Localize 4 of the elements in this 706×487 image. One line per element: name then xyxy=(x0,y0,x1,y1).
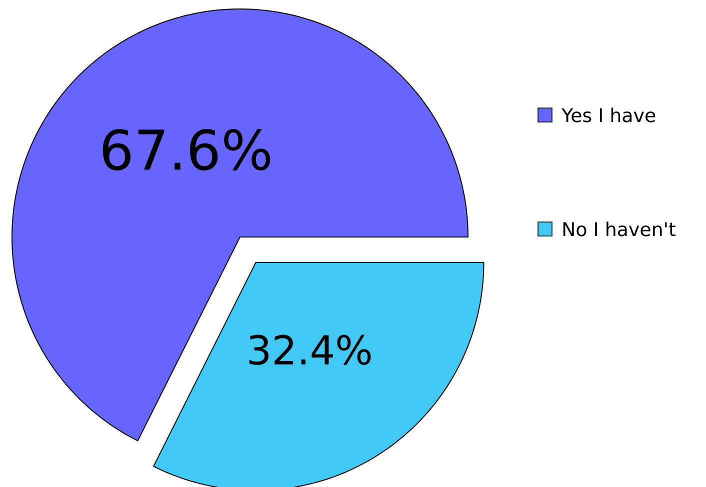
data-label: 67.6% xyxy=(102,128,270,170)
legend-label: No I haven't xyxy=(563,222,676,236)
legend-label: Yes I have xyxy=(562,108,656,122)
data-label: 32.4% xyxy=(249,334,371,365)
